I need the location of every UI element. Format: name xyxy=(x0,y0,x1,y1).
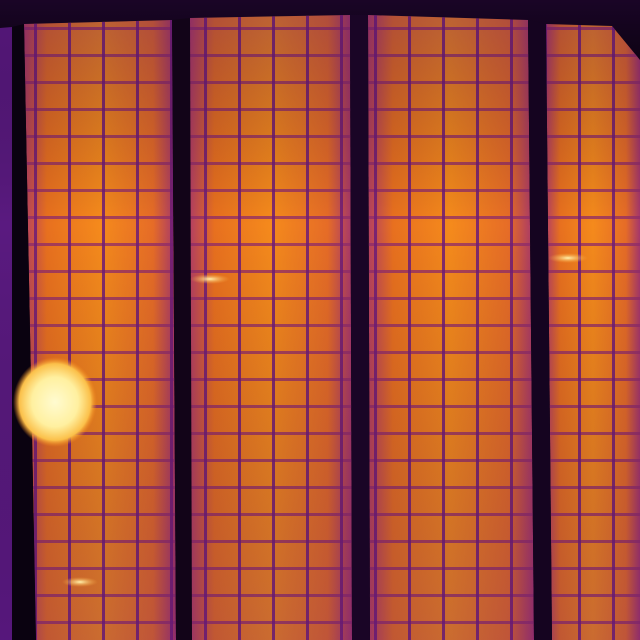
hot-streak xyxy=(190,274,230,284)
gap xyxy=(12,24,36,640)
hot-spots xyxy=(13,253,588,587)
gap xyxy=(172,18,192,640)
gaps xyxy=(12,15,552,640)
gap xyxy=(528,20,552,640)
hot-streak xyxy=(548,253,588,263)
gap xyxy=(350,15,370,640)
hot-spot xyxy=(13,357,97,447)
hot-streak xyxy=(62,577,98,587)
